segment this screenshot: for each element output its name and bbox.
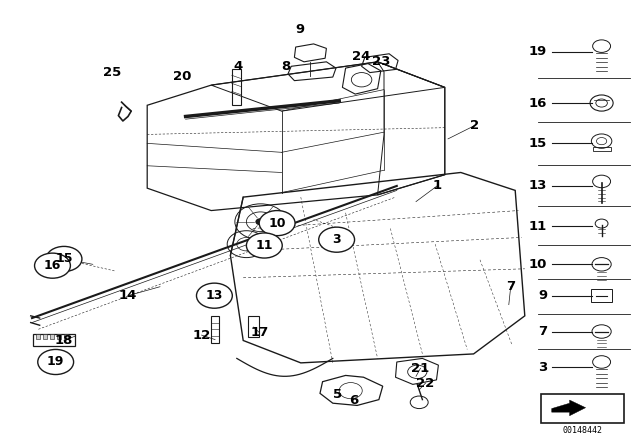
Text: 15: 15 <box>55 252 73 266</box>
Bar <box>232 69 241 105</box>
Text: 8: 8 <box>282 60 291 73</box>
Text: 1: 1 <box>433 179 442 193</box>
Text: 16: 16 <box>44 259 61 272</box>
Bar <box>593 147 611 151</box>
Text: 11: 11 <box>255 239 273 252</box>
Text: 11: 11 <box>529 220 547 233</box>
Text: 10: 10 <box>268 216 286 230</box>
Text: 16: 16 <box>529 96 547 110</box>
Text: 9: 9 <box>295 22 304 36</box>
Circle shape <box>259 211 295 236</box>
Bar <box>50 334 54 339</box>
Circle shape <box>319 227 355 252</box>
Bar <box>591 289 612 302</box>
Text: 15: 15 <box>529 137 547 150</box>
Bar <box>36 334 40 339</box>
Circle shape <box>246 233 282 258</box>
Text: 3: 3 <box>538 361 547 374</box>
Text: 25: 25 <box>103 66 121 79</box>
Text: 24: 24 <box>353 49 371 63</box>
Text: 20: 20 <box>173 69 191 83</box>
Text: 7: 7 <box>538 325 547 338</box>
Text: 3: 3 <box>332 233 341 246</box>
Bar <box>64 334 68 339</box>
Bar <box>57 334 61 339</box>
Text: 12: 12 <box>193 328 211 342</box>
Circle shape <box>35 253 70 278</box>
Text: 7: 7 <box>506 280 515 293</box>
Text: 13: 13 <box>205 289 223 302</box>
Text: 19: 19 <box>529 45 547 58</box>
Text: 18: 18 <box>55 334 73 347</box>
Text: 21: 21 <box>412 362 429 375</box>
Bar <box>33 334 75 346</box>
Text: 22: 22 <box>417 376 435 390</box>
Text: 9: 9 <box>538 289 547 302</box>
Text: 17: 17 <box>250 326 268 339</box>
Text: 10: 10 <box>529 258 547 271</box>
Text: 2: 2 <box>470 119 479 132</box>
Polygon shape <box>552 400 586 416</box>
Bar <box>541 394 624 423</box>
Text: 23: 23 <box>372 55 390 69</box>
Circle shape <box>46 246 82 271</box>
Circle shape <box>196 283 232 308</box>
Bar <box>211 316 219 343</box>
Circle shape <box>38 349 74 375</box>
Text: 13: 13 <box>529 179 547 193</box>
Text: 19: 19 <box>47 355 65 369</box>
Text: 00148442: 00148442 <box>563 426 602 435</box>
Text: 14: 14 <box>119 289 137 302</box>
Bar <box>43 334 47 339</box>
Text: 6: 6 <box>349 393 358 407</box>
Text: 5: 5 <box>333 388 342 401</box>
Text: 4: 4 <box>234 60 243 73</box>
Circle shape <box>255 218 266 225</box>
Bar <box>248 316 259 337</box>
